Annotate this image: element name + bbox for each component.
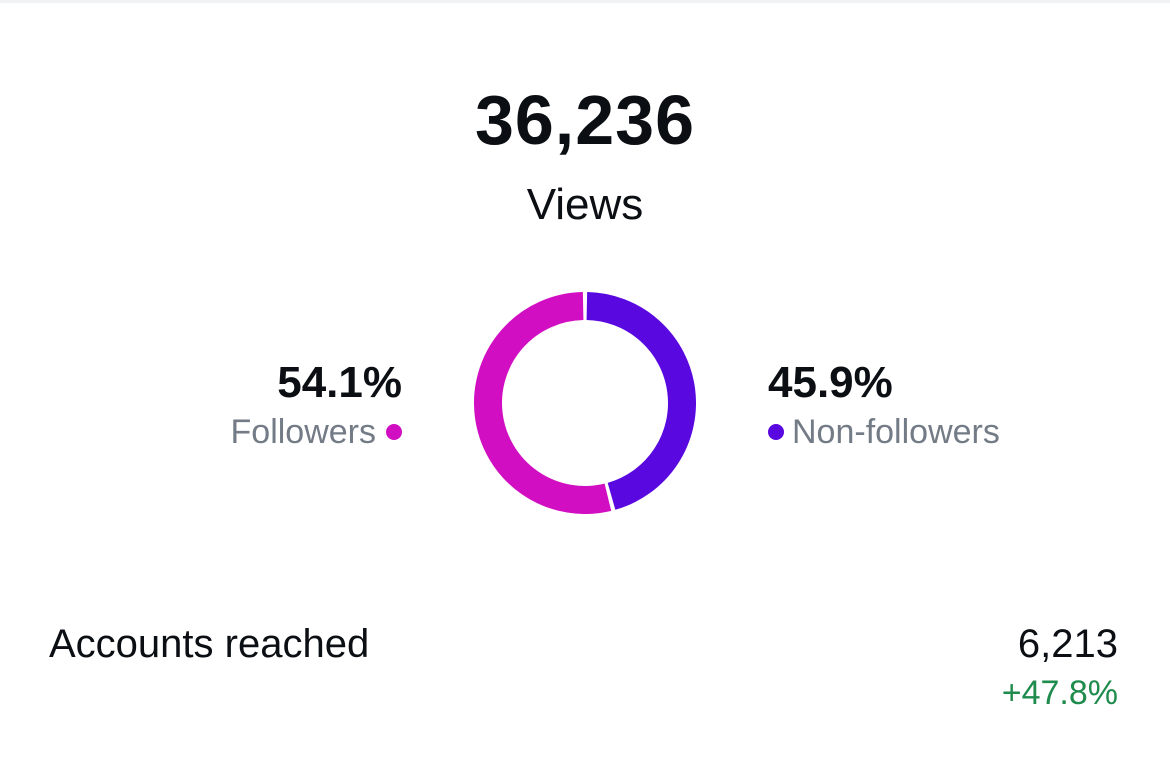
followers-segment [474,292,612,514]
accounts-reached-change: +47.8% [1001,674,1118,712]
followers-percent: 54.1% [277,358,402,407]
non-followers-percent: 45.9% [768,358,893,407]
non-followers-segment [586,292,696,510]
non-followers-label-row: Non-followers [768,410,1068,454]
non-followers-legend: 45.9% Non-followers [768,356,1068,454]
views-donut-chart [474,292,696,514]
followers-dot [386,424,402,440]
non-followers-label: Non-followers [792,413,1000,451]
views-total: 36,236 [474,81,696,159]
accounts-reached-value: 6,213 [1017,622,1118,666]
followers-label: Followers [230,413,376,451]
top-divider [0,0,1170,3]
accounts-reached-label: Accounts reached [49,622,370,666]
non-followers-dot [768,424,784,440]
views-label: Views [526,180,644,229]
followers-label-row: Followers [150,410,402,454]
followers-legend: 54.1% Followers [150,356,402,454]
